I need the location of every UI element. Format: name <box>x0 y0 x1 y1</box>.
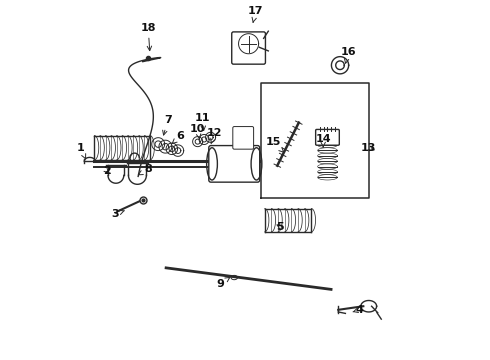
Text: 12: 12 <box>207 129 222 144</box>
Text: 2: 2 <box>103 166 111 176</box>
Text: 14: 14 <box>316 134 331 147</box>
Text: 5: 5 <box>276 222 284 231</box>
FancyBboxPatch shape <box>232 32 266 64</box>
FancyBboxPatch shape <box>233 127 254 149</box>
Text: 11: 11 <box>195 113 210 131</box>
Text: 17: 17 <box>248 6 264 22</box>
Text: 6: 6 <box>172 131 184 144</box>
Text: 18: 18 <box>141 23 156 51</box>
Text: 9: 9 <box>216 278 230 289</box>
Text: 15: 15 <box>266 138 284 152</box>
Text: 16: 16 <box>341 46 356 63</box>
Text: 13: 13 <box>361 143 376 153</box>
FancyBboxPatch shape <box>209 145 260 182</box>
Text: 4: 4 <box>353 305 364 315</box>
FancyBboxPatch shape <box>316 130 339 145</box>
Text: 7: 7 <box>163 115 172 135</box>
Text: 10: 10 <box>190 124 205 140</box>
Text: 8: 8 <box>138 164 152 175</box>
Text: 1: 1 <box>77 143 86 159</box>
Text: 3: 3 <box>111 209 124 219</box>
